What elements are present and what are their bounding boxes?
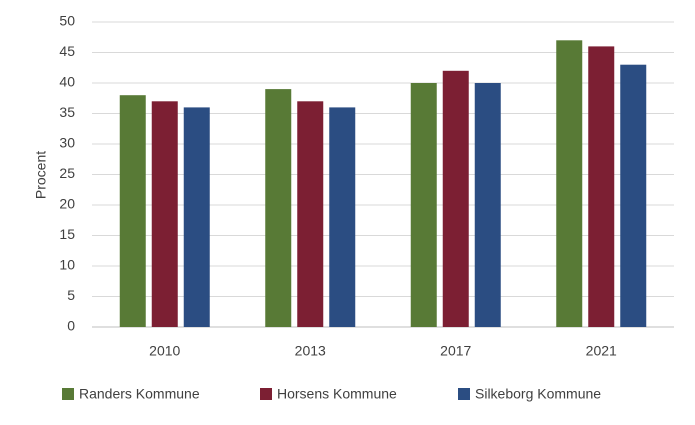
bar (265, 89, 292, 327)
legend-label: Horsens Kommune (277, 386, 397, 402)
x-tick-label: 2010 (149, 343, 180, 359)
bar (620, 64, 647, 327)
y-tick-label: 25 (59, 165, 75, 181)
y-tick-label: 20 (59, 196, 75, 212)
bar (442, 70, 469, 328)
legend-swatch (260, 388, 272, 400)
y-tick-label: 0 (67, 318, 75, 334)
y-tick-label: 50 (59, 13, 75, 29)
y-tick-label: 5 (67, 287, 75, 303)
y-tick-label: 15 (59, 226, 75, 242)
y-tick-label: 30 (59, 135, 75, 151)
y-tick-label: 45 (59, 43, 75, 59)
legend-label: Silkeborg Kommune (475, 386, 601, 402)
y-axis-label: Procent (33, 151, 49, 199)
legend-label: Randers Kommune (79, 386, 200, 402)
x-tick-label: 2013 (295, 343, 326, 359)
y-tick-label: 40 (59, 74, 75, 90)
y-tick-label: 35 (59, 104, 75, 120)
bar (329, 107, 356, 328)
x-tick-label: 2017 (440, 343, 471, 359)
legend-swatch (62, 388, 74, 400)
bar (588, 46, 615, 328)
bar (183, 107, 210, 328)
bar (119, 95, 146, 327)
bar (297, 101, 324, 327)
bar (410, 83, 437, 327)
bar (151, 101, 178, 327)
legend-swatch (458, 388, 470, 400)
bar (556, 40, 583, 328)
x-tick-label: 2021 (586, 343, 617, 359)
bar (474, 83, 501, 327)
y-tick-label: 10 (59, 257, 75, 273)
